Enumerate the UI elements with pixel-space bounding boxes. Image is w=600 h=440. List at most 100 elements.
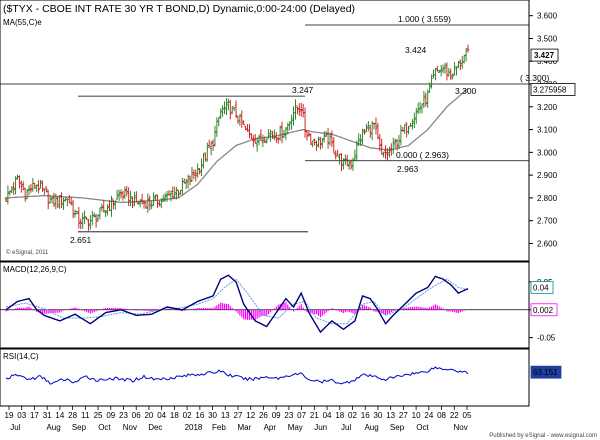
x-day-label: 16 [195, 411, 204, 420]
x-month-label: Sep [72, 423, 87, 432]
price-bar [367, 121, 370, 132]
price-bar [334, 150, 338, 160]
x-month-label: Oct [416, 423, 429, 432]
price-bar [422, 90, 426, 109]
price-annotation: 1.000 ( 3.559) [398, 14, 451, 24]
price-bar [336, 149, 339, 157]
price-bar [205, 142, 209, 162]
price-bar [79, 218, 83, 230]
price-bar [127, 187, 130, 207]
x-day-label: 04 [323, 411, 332, 420]
x-day-label: 06 [132, 411, 141, 420]
price-bar [20, 180, 23, 193]
price-bar [184, 178, 188, 189]
price-bar [299, 102, 303, 117]
price-bar [136, 201, 140, 205]
price-bar [12, 181, 15, 195]
price-bar [321, 138, 324, 149]
price-bar [462, 55, 466, 64]
price-bar [455, 66, 458, 76]
x-month-label: Aug [364, 423, 378, 432]
price-bar [340, 153, 343, 172]
price-bar [345, 154, 349, 167]
price-bar [288, 121, 292, 131]
x-day-label: 12 [246, 411, 255, 420]
x-day-label: 07 [297, 411, 306, 420]
price-bar [307, 131, 311, 137]
price-bar [374, 117, 378, 135]
price-bar [200, 158, 203, 177]
macd-last-label: 0.04 [533, 284, 549, 293]
x-day-label: 18 [170, 411, 179, 420]
price-bar [92, 212, 96, 218]
x-day-label: 26 [259, 411, 268, 420]
price-bar [317, 136, 320, 148]
price-bar [46, 189, 50, 210]
price-bar [33, 183, 37, 190]
price-bar [182, 178, 186, 184]
price-bar [244, 125, 247, 131]
price-bar [198, 168, 201, 175]
x-day-label: 23 [284, 411, 293, 420]
price-bar [186, 174, 190, 189]
macd-last-box [530, 281, 554, 294]
price-bar [196, 163, 200, 178]
price-bar [347, 159, 351, 170]
price-bar [294, 99, 297, 120]
macd-hist-box [530, 303, 558, 317]
price-bar [4, 196, 8, 202]
price-bar [296, 106, 299, 115]
price-bar [171, 186, 175, 199]
price-bar [211, 139, 215, 152]
price-bar [261, 134, 265, 148]
price-bar [48, 194, 52, 204]
price-bar [353, 149, 357, 161]
price-bar [240, 110, 244, 128]
price-bar [14, 176, 17, 195]
price-annotation: ( 3.300) [520, 73, 549, 83]
price-bar [144, 200, 148, 209]
price-bar [459, 59, 462, 71]
price-bar [284, 127, 288, 140]
rsi-last-box [530, 365, 562, 379]
price-bar [232, 106, 236, 112]
price-bar [384, 145, 387, 160]
x-day-label: 13 [386, 411, 395, 420]
x-day-label: 25 [94, 411, 103, 420]
x-day-label: 16 [361, 411, 370, 420]
price-bar [330, 130, 334, 148]
x-day-label: 14 [55, 411, 64, 420]
price-tick-label: 3.500 [537, 34, 558, 43]
price-bar [251, 134, 255, 148]
price-bar [173, 186, 176, 200]
price-bar [188, 175, 192, 186]
price-bar [399, 124, 403, 146]
price-bar [115, 189, 119, 200]
price-bar [265, 138, 269, 144]
x-day-label: 10 [412, 411, 421, 420]
rsi-panel: RSI(14,C) 63.151 [0, 348, 562, 407]
price-bar [94, 213, 98, 228]
price-bar [73, 209, 77, 218]
price-bar [58, 194, 61, 209]
price-bar [215, 117, 219, 137]
x-day-label: 28 [68, 411, 77, 420]
price-levels [0, 24, 529, 233]
price-bar [411, 118, 414, 130]
price-bar [238, 114, 242, 126]
price-bar [192, 169, 196, 180]
price-bar [225, 98, 228, 116]
x-month-label: Jul [341, 423, 351, 432]
price-bar [407, 125, 410, 135]
price-bar [386, 148, 389, 161]
price-bar [117, 189, 121, 201]
price-bar [217, 117, 221, 127]
price-bar [159, 198, 163, 209]
price-bar [393, 138, 397, 148]
price-tick-label: 3.200 [537, 103, 558, 112]
price-bar [207, 139, 211, 148]
price-tick-label: 3.100 [537, 126, 558, 135]
price-bar [87, 218, 90, 231]
price-annotation: 3.300 [455, 86, 477, 96]
price-bar [10, 186, 14, 193]
